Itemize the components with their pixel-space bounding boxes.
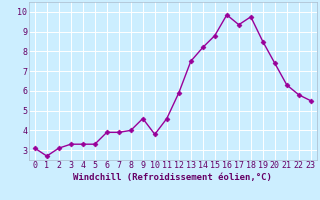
X-axis label: Windchill (Refroidissement éolien,°C): Windchill (Refroidissement éolien,°C) (73, 173, 272, 182)
